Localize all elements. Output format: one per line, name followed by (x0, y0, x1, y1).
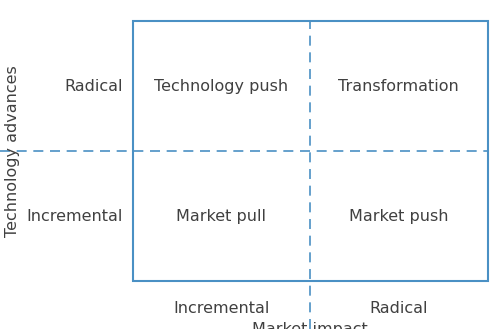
Text: Radical: Radical (370, 301, 428, 316)
Text: Technology advances: Technology advances (5, 65, 20, 237)
Text: Incremental: Incremental (173, 301, 270, 316)
Text: Transformation: Transformation (338, 79, 459, 94)
Text: Technology push: Technology push (154, 79, 288, 94)
Text: Market push: Market push (349, 209, 448, 224)
Text: Market impact: Market impact (252, 322, 368, 329)
Text: Radical: Radical (64, 79, 122, 94)
Text: Incremental: Incremental (26, 209, 122, 224)
Bar (132, 21, 488, 281)
Text: Market pull: Market pull (176, 209, 266, 224)
